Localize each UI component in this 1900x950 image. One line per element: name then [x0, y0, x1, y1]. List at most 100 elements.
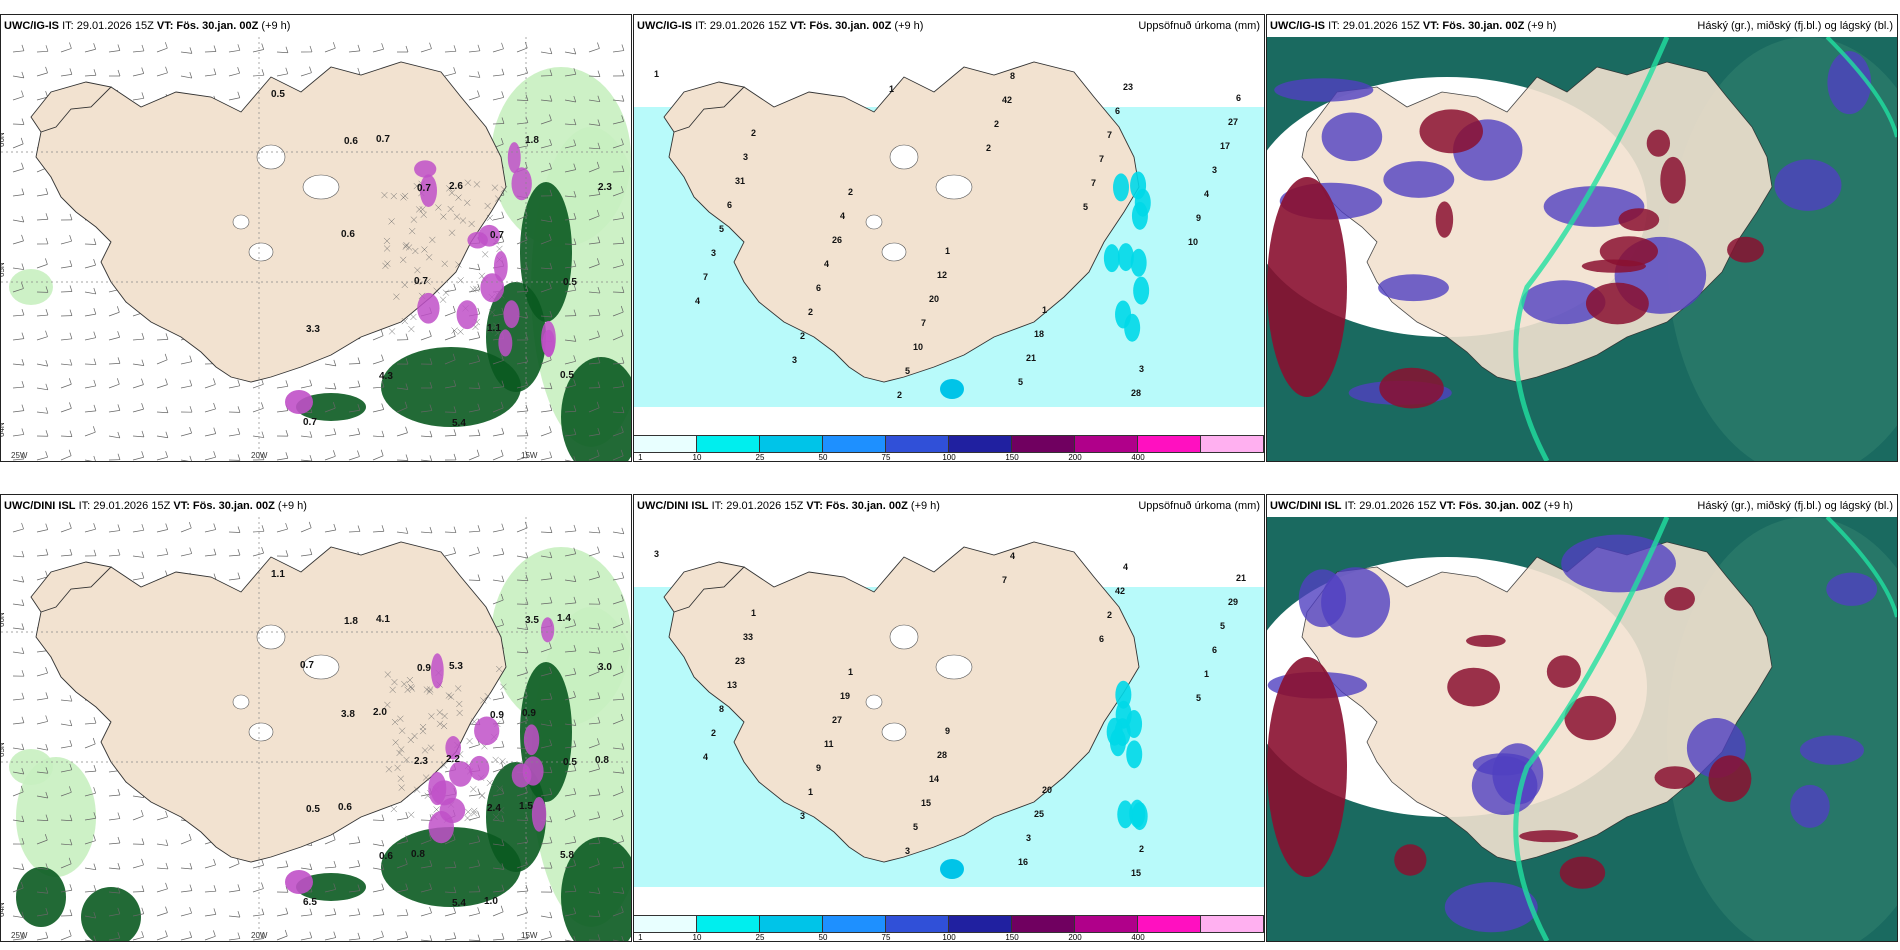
mid-cloud-area — [1274, 78, 1374, 102]
hatch-line — [471, 718, 478, 725]
precip-value-label: 7 — [1091, 178, 1096, 188]
wind-barb — [492, 123, 505, 125]
wind-barb — [60, 769, 72, 773]
wind-barb — [588, 291, 600, 294]
wind-barb-flag — [597, 142, 601, 149]
hatch-line — [500, 683, 507, 690]
wind-barb — [516, 579, 528, 582]
wind-barb-flag — [261, 525, 265, 532]
wind-barb-flag — [45, 666, 48, 674]
wind-barb — [588, 75, 601, 77]
hatch-line — [426, 688, 433, 695]
glacier-outline — [865, 694, 883, 710]
init-time: IT: 29.01.2026 15Z — [711, 500, 804, 512]
wind-barb — [468, 552, 480, 557]
wind-barb — [612, 291, 625, 293]
wind-barb-flag — [69, 838, 73, 846]
wind-barb-flag — [69, 884, 73, 891]
hatch-line — [440, 213, 447, 220]
wind-barb — [492, 433, 504, 437]
wind-barb — [540, 144, 552, 149]
wind-barb — [348, 433, 360, 437]
wind-barb-flag — [21, 215, 25, 223]
wind-barb — [372, 455, 384, 461]
wind-barb — [204, 890, 216, 893]
wind-barb-flag — [237, 911, 241, 918]
snow-precip-cell — [430, 653, 444, 689]
wind-barb-flag — [21, 576, 25, 583]
wind-barb-flag — [93, 812, 97, 819]
wind-barb-flag — [189, 406, 193, 413]
wind-barb-flag — [261, 453, 265, 460]
cloud-edge-contour — [1825, 517, 1897, 618]
wind-barb-flag — [597, 858, 600, 865]
wind-barb — [36, 193, 48, 197]
wind-barb-flag — [189, 47, 193, 54]
wind-barb — [468, 579, 481, 581]
wind-barb-flag — [165, 378, 168, 385]
wind-barb — [156, 339, 169, 341]
precip-value-label: 2 — [800, 331, 805, 341]
wind-barb — [468, 267, 480, 271]
hatch-line — [497, 807, 505, 814]
wind-barb-flag — [500, 593, 504, 601]
wind-barb-flag — [237, 932, 241, 939]
wind-barb — [252, 888, 264, 893]
wind-barb-flag — [380, 329, 384, 336]
wind-barb-flag — [477, 283, 481, 290]
wind-barb-flag — [501, 211, 505, 218]
wind-barb — [228, 49, 240, 53]
precip-cell — [1113, 173, 1130, 202]
precip-value-label: 0.7 — [490, 230, 504, 241]
wind-barb — [612, 600, 624, 605]
wind-barb — [564, 939, 573, 941]
wind-barb — [492, 768, 504, 773]
colorbar-labels: 1 10 25 50 75 100 150 200 400 — [634, 933, 1264, 941]
snow-precip-cell — [523, 724, 540, 756]
hatch-line — [398, 784, 405, 791]
iceland-land — [668, 541, 1140, 863]
wind-barb — [516, 819, 529, 821]
wind-barb — [612, 121, 624, 125]
wind-barb — [108, 554, 120, 557]
wind-barb — [156, 359, 168, 365]
wind-barb-flag — [621, 767, 625, 774]
wind-barb — [60, 338, 72, 341]
wind-barb — [564, 815, 576, 821]
precip-value-label: 14 — [929, 774, 939, 784]
wind-barb — [36, 96, 48, 101]
glacier-outline — [881, 242, 907, 262]
hatch-line — [413, 182, 420, 190]
wind-barb-flag — [453, 379, 457, 387]
precip-value-label: 20 — [929, 294, 939, 304]
wind-barb-flag — [429, 883, 432, 890]
wind-barb — [612, 719, 624, 725]
precip-value-label: 2 — [1107, 610, 1112, 620]
precip-value-label: 29 — [1228, 597, 1238, 607]
wind-barb — [468, 816, 480, 821]
precip-value-label: 5.8 — [560, 850, 574, 861]
wind-barb — [492, 746, 504, 749]
wind-barb — [612, 531, 624, 535]
glacier-outline — [248, 722, 274, 742]
precip-value-label: 0.5 — [306, 804, 320, 815]
wind-barb-flag — [453, 429, 457, 436]
wind-barb-flag — [549, 47, 553, 54]
colorbar-tick-label: 150 — [1005, 453, 1019, 462]
precip-cell — [1130, 248, 1147, 277]
valid-time: Fös. 30.jan. 00Z — [825, 500, 908, 512]
lead-time: (+9 h) — [277, 500, 307, 512]
wind-barb — [588, 314, 600, 317]
wind-barb — [84, 817, 96, 821]
wind-barb-flag — [501, 691, 505, 698]
precip-value-label: 3.5 — [525, 615, 539, 626]
hatch-line — [484, 202, 491, 210]
wind-barb — [36, 913, 48, 917]
hatch-line — [401, 317, 409, 325]
wind-barb — [60, 48, 72, 53]
wind-barb-flag — [477, 859, 481, 866]
wind-barb — [516, 627, 528, 631]
precip-area — [520, 182, 572, 322]
wind-barb — [564, 841, 576, 845]
precip-value-label: 7 — [1099, 154, 1104, 164]
